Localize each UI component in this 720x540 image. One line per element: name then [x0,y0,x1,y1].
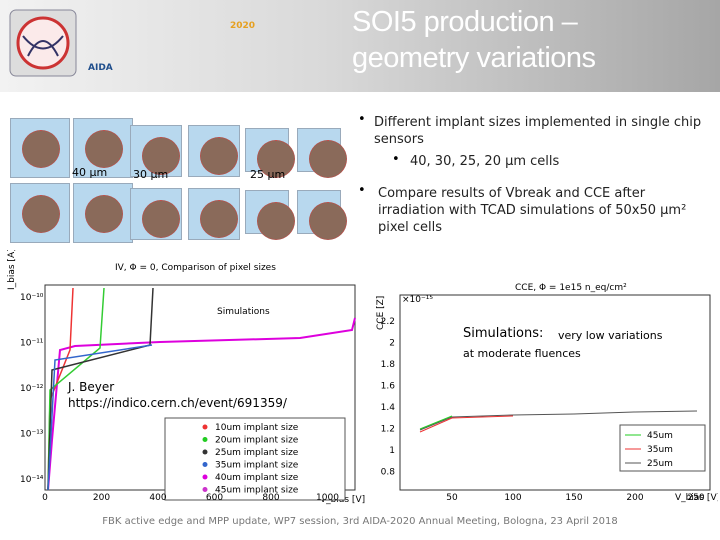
y-tick-label: 10⁻¹¹ [20,339,44,349]
x-tick-label: 250 [687,493,704,503]
y-tick-label: 10⁻¹² [20,384,44,394]
pixel-image [297,190,347,240]
annotation-box [460,322,690,367]
legend-label: 25um implant size [215,448,299,458]
y-tick-label: 0.8 [381,468,396,478]
legend-marker [202,449,208,455]
bullet-dot: • [358,112,366,127]
curve [419,415,514,433]
credit: J. Beyer [68,380,115,394]
pixel-image [297,128,347,178]
x-tick-label: 200 [626,493,643,503]
y-tick-label: 1.4 [381,403,396,413]
logo: AIDA 2020 [9,9,255,77]
x-tick-label: 100 [504,493,521,503]
pixel-image [73,183,133,243]
y-tick-label: 1.6 [381,382,396,392]
x-tick-label: 400 [149,493,166,503]
x-tick-label: 150 [565,493,582,503]
header-band [0,0,720,92]
pixel-image [245,190,295,240]
pixel-image [10,183,70,243]
legend-label: 20um implant size [215,436,299,446]
logo-ring [16,16,70,70]
legend-marker [202,424,208,430]
pixel-label: 30 μm [133,168,169,181]
legend-label: 40um implant size [215,473,299,483]
legend-label: 25um [647,459,673,469]
y-tick-label: 2.2 [381,317,395,327]
cce-plot: CCE, Φ = 1e15 n_eq/cm² CCE [Z] ×10⁻¹⁵ V_… [376,283,718,503]
legend-box [164,417,346,501]
legend-marker [202,437,208,442]
pixel-label: 25 μm [250,168,286,181]
curve [47,317,356,491]
annotation: Simulations: [463,326,544,341]
y-tick-label: 1 [389,446,395,456]
plot-title: CCE, Φ = 1e15 n_eq/cm² [515,283,627,293]
sub-bullet: 40, 30, 25, 20 μm cells [410,154,560,169]
pixel-image [130,125,182,177]
legend-marker [202,487,208,492]
bullet: Different implant sizes implemented in s… [374,115,702,147]
x-tick-label: 200 [93,493,110,503]
x-tick-label: 50 [446,493,458,503]
legend-label: 35um [647,445,673,455]
pixel-image [10,118,70,178]
x-tick-label: 600 [206,493,223,503]
x-axis-label: V_bias [V] [675,493,718,503]
curve [47,344,153,491]
credit-link: https://indico.cern.ch/event/691359/ [68,396,287,410]
y-tick-label: 1.2 [381,425,395,435]
logo-text: AIDA [88,63,113,73]
annotation: Simulations [217,307,270,317]
pixel-image [130,188,182,240]
curve [419,415,453,430]
pixel-image [188,125,240,177]
annotation: very low variations [558,329,663,342]
x-tick-label: 1000 [316,493,339,503]
iv-plot: IV, Φ = 0, Comparison of pixel sizes I_b… [7,250,365,505]
footer: FBK active edge and MPP update, WP7 sess… [102,516,618,527]
plot-title: IV, Φ = 0, Comparison of pixel sizes [115,263,276,273]
logo-year: 2020 [230,21,255,31]
legend-marker [202,474,208,480]
title-line: geometry variations [352,42,596,74]
y-axis-label: CCE [Z] [376,296,386,330]
pixel-image [73,118,133,178]
bullet: Compare results of Vbreak and CCE after … [378,186,687,235]
legend-marker [202,462,208,467]
pixel-image [188,188,240,240]
logo-lines [22,35,64,57]
pixel-image [245,128,295,178]
legend-label: 10um implant size [215,423,299,433]
legend-label: 35um implant size [215,461,299,471]
annotation: at moderate fluences [463,347,581,360]
y-axis-label: I_bias [A] [7,250,17,290]
title-line: SOI5 production – [352,6,578,38]
y-tick-label: 10⁻¹⁰ [20,293,44,303]
legend-label: 45um implant size [215,486,299,496]
bullet-dot: • [358,183,366,198]
x-tick-label: 0 [42,493,48,503]
y-tick-label: 2 [389,339,395,349]
legend-label: 45um [647,431,673,441]
x-tick-label: 800 [262,493,279,503]
curve [47,287,154,491]
curve [419,410,698,431]
y-tick-label: 10⁻¹⁴ [20,475,44,485]
y-tick-label: 1.8 [381,360,396,370]
annotation-box [212,302,304,322]
y-scale: ×10⁻¹⁵ [402,295,433,305]
bullet-dot: • [392,152,400,167]
y-tick-label: 10⁻¹³ [20,430,44,440]
pixel-label: 40 μm [72,166,108,179]
